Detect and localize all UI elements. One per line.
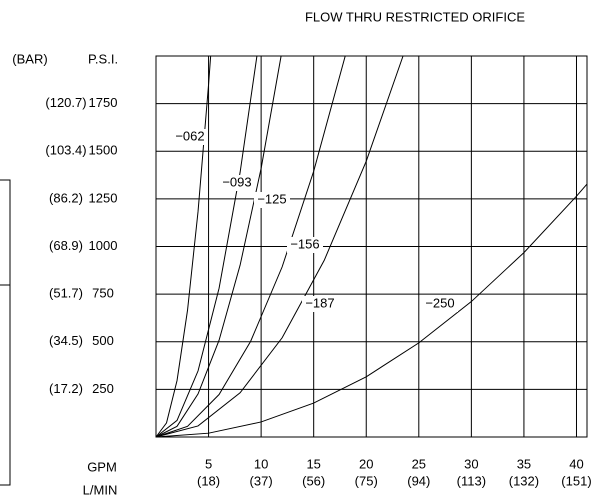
curve-label: −156	[290, 236, 319, 251]
curve-label-bg	[287, 237, 323, 253]
x-tick-label-lmin: (151)	[561, 473, 591, 488]
y-tick-label: 750	[92, 286, 114, 301]
x-tick-label: 10	[254, 456, 268, 471]
chart-title: FLOW THRU RESTRICTED ORIFICE	[305, 9, 525, 24]
x-tick-label-lmin: (37)	[250, 473, 273, 488]
curve-label-bg	[422, 296, 458, 312]
curve	[155, 55, 346, 438]
x-unit-gpm: GPM	[87, 459, 117, 474]
curve-label: −187	[305, 295, 334, 310]
curve-label-bg	[254, 192, 290, 208]
x-tick-label: 35	[517, 456, 531, 471]
x-tick-label-lmin: (75)	[355, 473, 378, 488]
curve-label-bg	[302, 296, 338, 312]
y-tick-label-bar: (51.7)	[49, 286, 83, 301]
curve	[155, 55, 282, 438]
y-tick-label: 1750	[89, 95, 118, 110]
y-tick-label: 500	[92, 333, 114, 348]
curve-label: −093	[222, 174, 251, 189]
y-tick-label-bar: (103.4)	[45, 143, 86, 158]
y-unit-psi: P.S.I.	[88, 51, 118, 66]
curve-label: −125	[257, 191, 286, 206]
curve	[155, 55, 404, 438]
curve	[155, 183, 588, 438]
x-tick-label: 5	[205, 456, 212, 471]
y-tick-label-bar: (86.2)	[49, 190, 83, 205]
y-tick-label: 1250	[89, 190, 118, 205]
x-tick-label-lmin: (132)	[509, 473, 539, 488]
y-tick-label: 1500	[89, 143, 118, 158]
y-tick-label: 1000	[89, 238, 118, 253]
y-unit-bar: (BAR)	[12, 51, 47, 66]
curve-label-bg	[219, 175, 255, 191]
x-tick-label: 20	[359, 456, 373, 471]
y-tick-label-bar: (120.7)	[45, 95, 86, 110]
curve	[155, 55, 258, 438]
x-tick-label: 25	[412, 456, 426, 471]
x-tick-label-lmin: (18)	[197, 473, 220, 488]
x-tick-label: 40	[569, 456, 583, 471]
x-tick-label-lmin: (56)	[302, 473, 325, 488]
curve-label: −250	[425, 295, 454, 310]
y-tick-label: 250	[92, 381, 114, 396]
bracket	[0, 179, 11, 486]
x-unit-lmin: L/MIN	[83, 482, 118, 497]
y-tick-label-bar: (17.2)	[49, 381, 83, 396]
x-tick-label: 30	[464, 456, 478, 471]
curve-label-bg	[172, 129, 208, 145]
y-tick-label-bar: (34.5)	[49, 333, 83, 348]
curve	[155, 55, 212, 438]
x-tick-label: 15	[306, 456, 320, 471]
x-tick-label-lmin: (94)	[407, 473, 430, 488]
curve-label: −062	[175, 128, 204, 143]
y-tick-label-bar: (68.9)	[49, 238, 83, 253]
x-tick-label-lmin: (113)	[457, 473, 486, 488]
